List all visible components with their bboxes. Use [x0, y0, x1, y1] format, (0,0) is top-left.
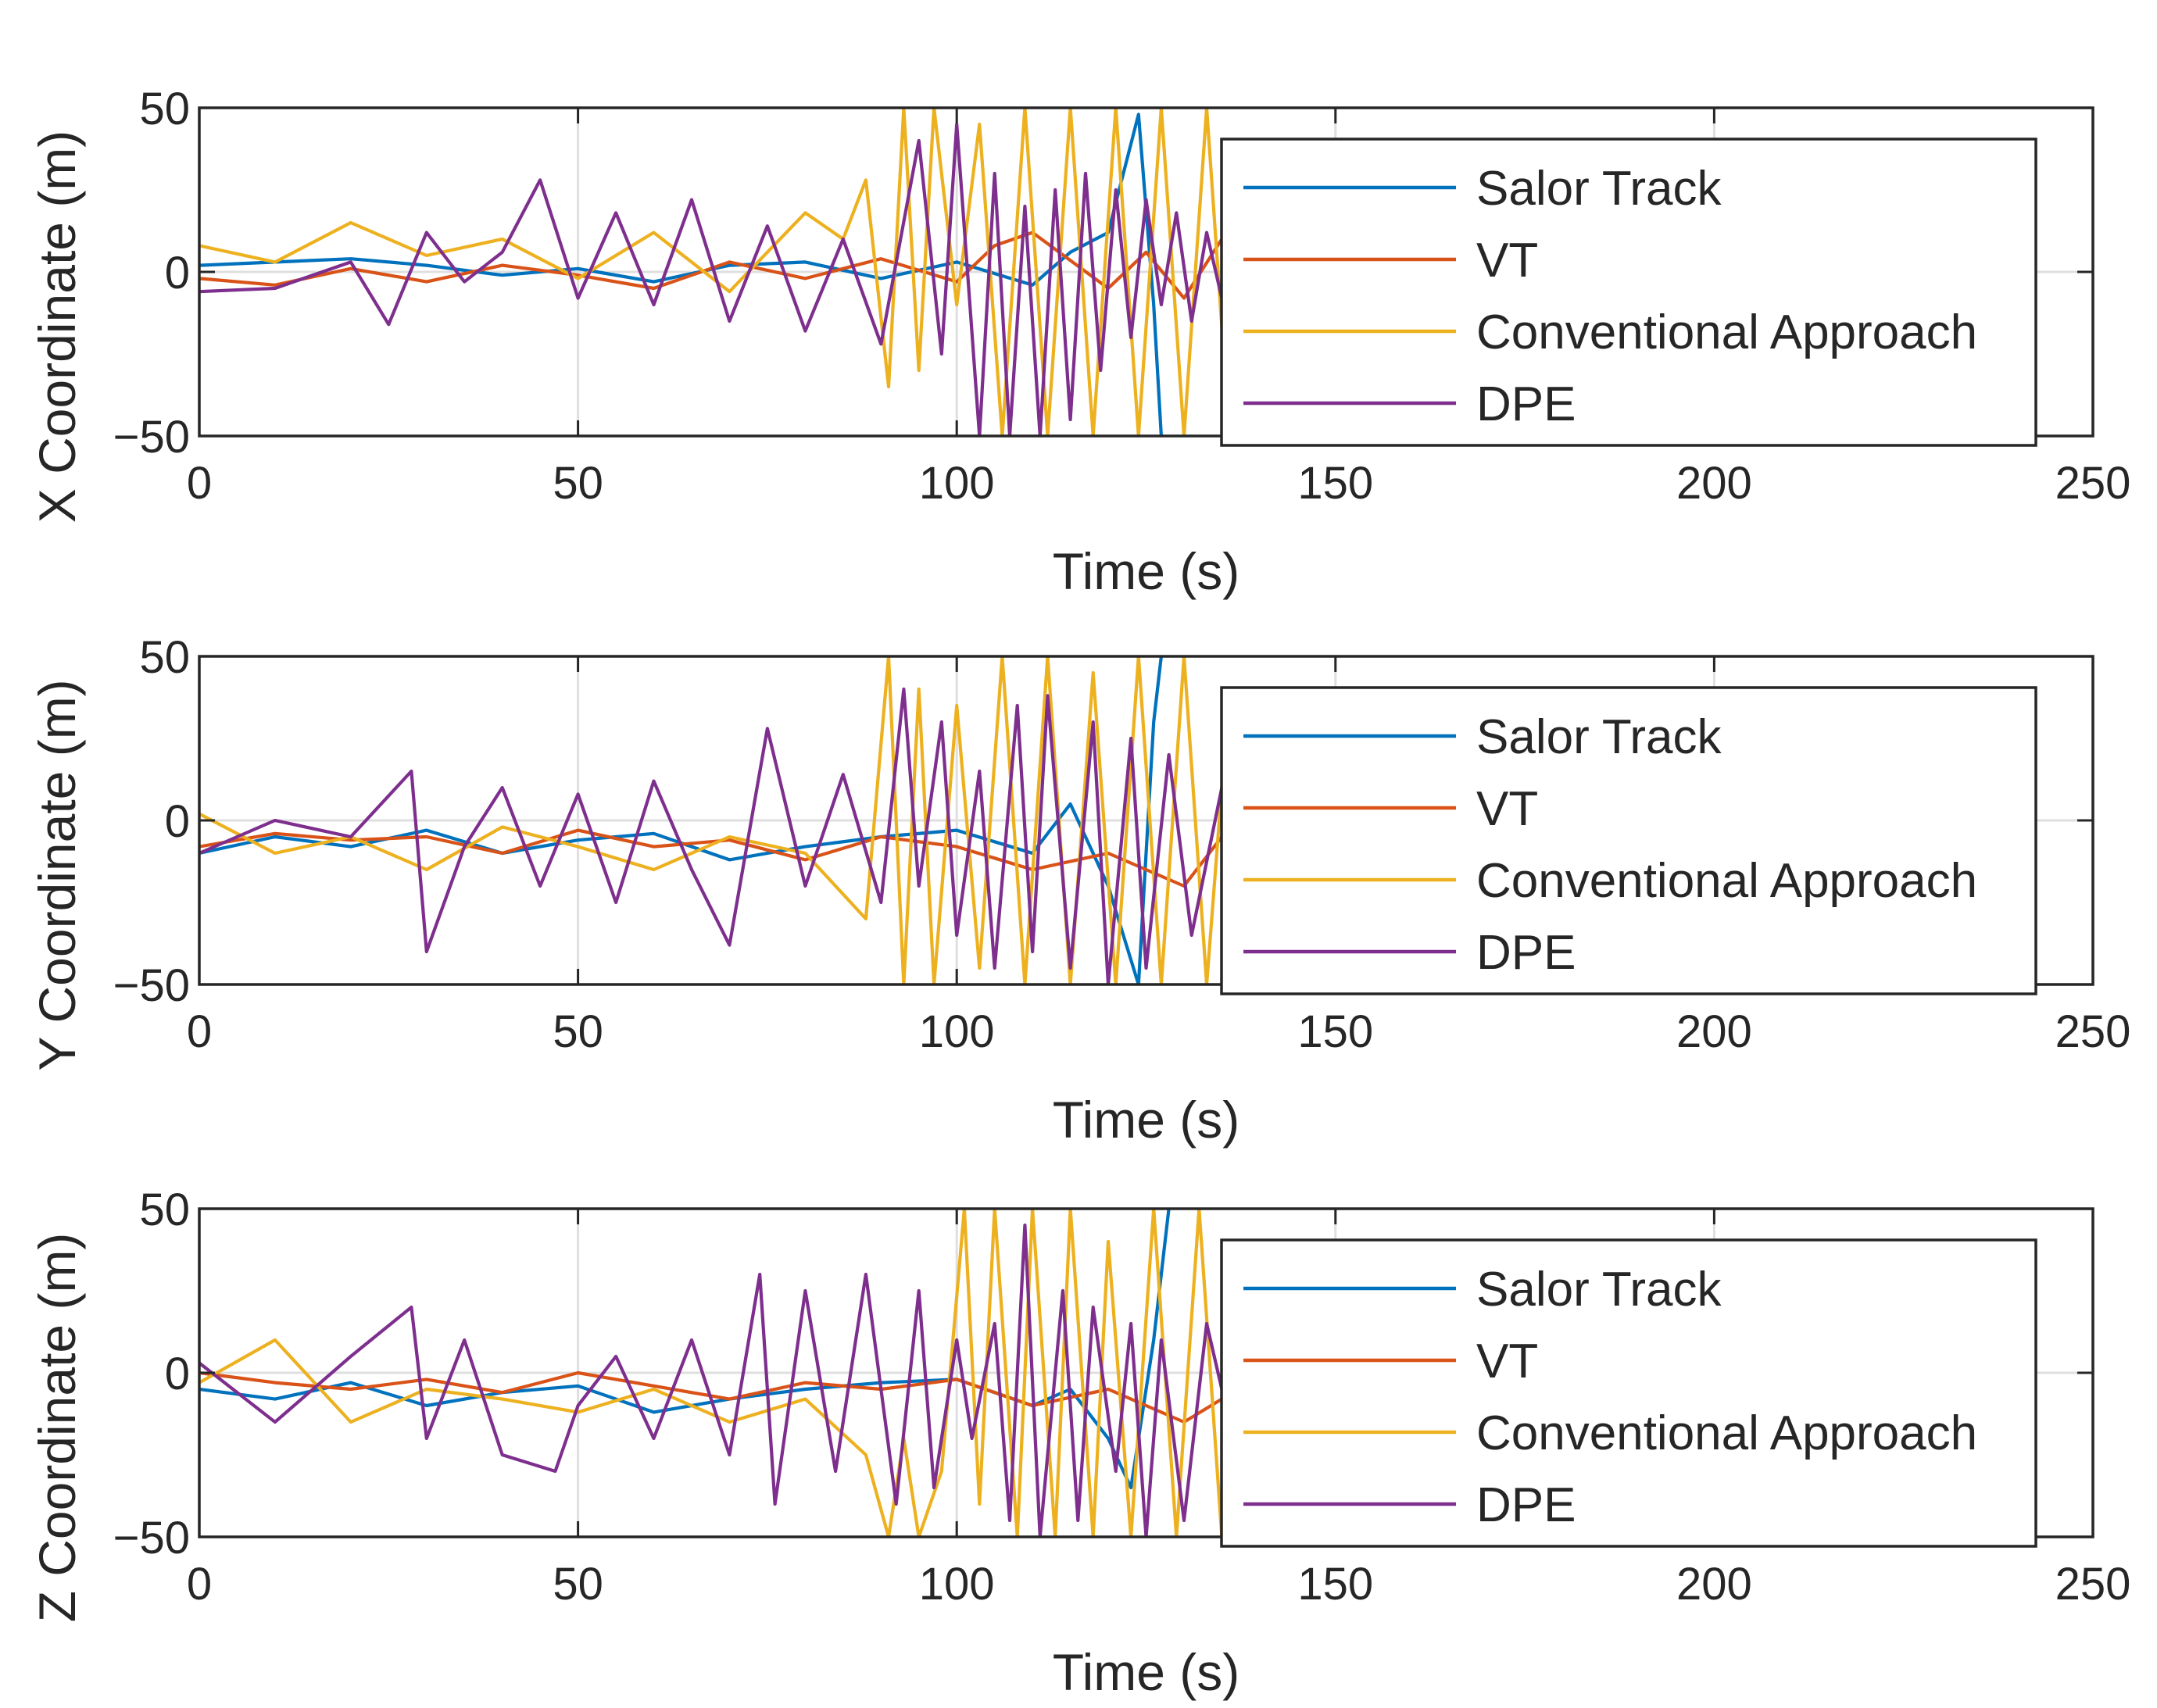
- legend-label: Salor Track: [1476, 1263, 1722, 1317]
- x-tick-label: 50: [553, 1006, 603, 1057]
- series-line-salor-track: [199, 113, 1163, 436]
- y-tick-label: 50: [139, 632, 190, 683]
- series-group: [199, 656, 1232, 984]
- series-line-vt: [199, 230, 1224, 300]
- x-axis-label: Time (s): [1053, 1643, 1240, 1701]
- x-tick-label: 100: [919, 1559, 995, 1610]
- x-tick-label: 0: [187, 458, 212, 509]
- y-tick-label: −50: [113, 960, 190, 1011]
- series-group: [199, 108, 1232, 436]
- series-line-conventional-approach: [199, 1209, 1224, 1537]
- legend-label: Salor Track: [1476, 710, 1722, 764]
- x-tick-label: 250: [2055, 458, 2131, 509]
- y-axis-label: X Coordinate (m): [28, 130, 86, 523]
- legend: Salor Track VT Conventional Approach DPE: [1220, 1238, 2037, 1548]
- x-tick-label: 0: [187, 1006, 212, 1057]
- x-tick-label: 200: [1676, 1559, 1752, 1610]
- y-tick-label: −50: [113, 412, 190, 463]
- legend-label: VT: [1476, 1335, 1538, 1388]
- y-tick-label: 0: [165, 248, 190, 298]
- legend: Salor Track VT Conventional Approach DPE: [1220, 686, 2037, 995]
- series-group: [199, 1209, 1224, 1537]
- series-line-dpe: [199, 687, 1224, 984]
- x-tick-label: 150: [1297, 458, 1373, 509]
- x-tick-label: 0: [187, 1559, 212, 1610]
- series-line-salor-track: [199, 656, 1163, 984]
- series-line-conventional-approach: [199, 656, 1232, 984]
- y-tick-label: 0: [165, 1349, 190, 1399]
- legend-label: Conventional Approach: [1476, 306, 1977, 359]
- y-tick-label: 50: [139, 84, 190, 134]
- series-line-vt: [199, 828, 1224, 888]
- legend-box: [1220, 138, 2037, 447]
- series-line-salor-track: [199, 1209, 1171, 1490]
- legend-box: [1220, 1238, 2037, 1548]
- y-axis-label: Y Coordinate (m): [28, 679, 86, 1070]
- series-line-dpe: [199, 1223, 1224, 1537]
- x-tick-label: 250: [2055, 1559, 2131, 1610]
- legend-label: DPE: [1476, 1478, 1576, 1532]
- legend-label: Conventional Approach: [1476, 1406, 1977, 1460]
- x-tick-label: 100: [919, 458, 995, 509]
- x-tick-label: 150: [1297, 1006, 1373, 1057]
- legend: Salor Track VT Conventional Approach DPE: [1220, 138, 2037, 447]
- series-line-conventional-approach: [199, 108, 1232, 436]
- x-tick-label: 200: [1676, 458, 1752, 509]
- legend-label: VT: [1476, 782, 1538, 836]
- legend-label: VT: [1476, 234, 1538, 288]
- y-axis-label: Z Coordinate (m): [28, 1233, 86, 1623]
- x-axis-label: Time (s): [1053, 542, 1240, 600]
- x-tick-label: 50: [553, 458, 603, 509]
- x-tick-label: 100: [919, 1006, 995, 1057]
- x-tick-label: 50: [553, 1559, 603, 1610]
- x-tick-label: 250: [2055, 1006, 2131, 1057]
- x-tick-label: 150: [1297, 1559, 1373, 1610]
- legend-label: DPE: [1476, 926, 1576, 980]
- y-tick-label: −50: [113, 1513, 190, 1563]
- y-tick-label: 50: [139, 1185, 190, 1235]
- x-tick-label: 200: [1676, 1006, 1752, 1057]
- x-axis-label: Time (s): [1053, 1091, 1240, 1149]
- legend-box: [1220, 686, 2037, 995]
- legend-label: DPE: [1476, 377, 1576, 431]
- y-tick-label: 0: [165, 796, 190, 847]
- series-line-dpe: [199, 122, 1224, 436]
- legend-label: Salor Track: [1476, 162, 1722, 216]
- legend-label: Conventional Approach: [1476, 854, 1977, 908]
